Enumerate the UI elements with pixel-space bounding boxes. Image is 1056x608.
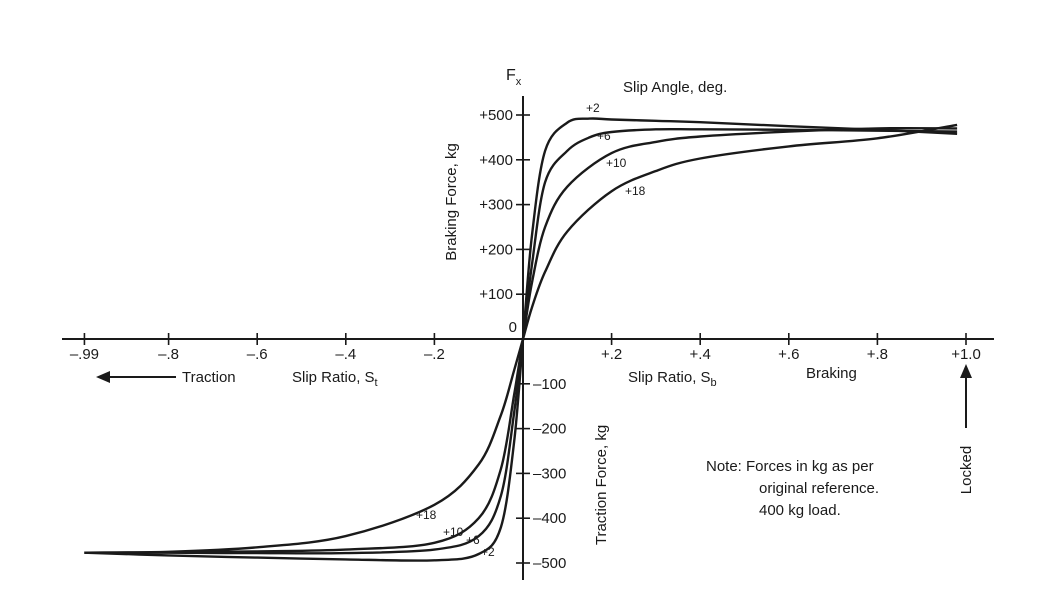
x-tick-label: +1.0 (951, 346, 981, 363)
series-label: +2 (586, 101, 600, 115)
locked-label: Locked (958, 446, 975, 494)
y-tick-label: –200 (533, 421, 566, 438)
x-tick-label: +.4 (690, 346, 711, 363)
series-label: +6 (597, 129, 611, 143)
x-axis-label-traction-slip: Slip Ratio, St (292, 369, 378, 389)
series-label: +10 (443, 525, 464, 539)
series-label: +2 (481, 545, 495, 559)
x-tick-label: –.4 (335, 346, 356, 363)
x-tick-label: –.8 (158, 346, 179, 363)
y-tick-label: –100 (533, 376, 566, 393)
locked-arrow (960, 364, 972, 428)
series-line (84, 123, 958, 554)
traction-arrow (96, 371, 176, 383)
y-axis-label-traction: Traction Force, kg (593, 425, 610, 545)
y-tick-label: +200 (479, 241, 513, 258)
curves (84, 117, 958, 562)
y-tick-label: –400 (533, 510, 566, 527)
y-axis-label-braking: Braking Force, kg (443, 143, 460, 261)
note-line-2: original reference. (759, 480, 879, 497)
x-tick-label: –.2 (424, 346, 445, 363)
y-tick-label: +500 (479, 107, 513, 124)
y-axis-symbol: Fx (506, 67, 522, 88)
chart-title: Slip Angle, deg. (623, 79, 727, 96)
series-line (84, 127, 958, 555)
y-tick-label: +400 (479, 152, 513, 169)
x-tick-label: +.6 (778, 346, 799, 363)
y-tick-label: +100 (479, 286, 513, 303)
x-tick-label: +.8 (867, 346, 888, 363)
y-tick-label: –300 (533, 465, 566, 482)
series-label: +10 (606, 156, 627, 170)
series-label: +18 (625, 184, 646, 198)
traction-label: Traction (182, 369, 236, 386)
x-tick-label: –.6 (247, 346, 268, 363)
note-line-3: 400 kg load. (759, 502, 841, 519)
x-axis-label-braking-slip: Slip Ratio, Sb (628, 369, 717, 389)
series-line (84, 117, 958, 562)
x-tick-label: –.99 (70, 346, 99, 363)
braking-label: Braking (806, 365, 857, 382)
x-tick-label: +.2 (601, 346, 622, 363)
y-tick-label: –500 (533, 555, 566, 572)
tick-labels: –.99 –.8 –.6 –.4 –.2 +.2 +.4 +.6 +.8 +1.0 +500 +400… (70, 101, 981, 572)
series-line (84, 126, 958, 554)
y-tick-label: +300 (479, 197, 513, 214)
series-label: +18 (416, 508, 437, 522)
series-label: +6 (466, 533, 480, 547)
axes (62, 96, 994, 580)
note-line-1: Note: Forces in kg as per (706, 458, 874, 475)
y-tick-label: 0 (509, 319, 517, 336)
